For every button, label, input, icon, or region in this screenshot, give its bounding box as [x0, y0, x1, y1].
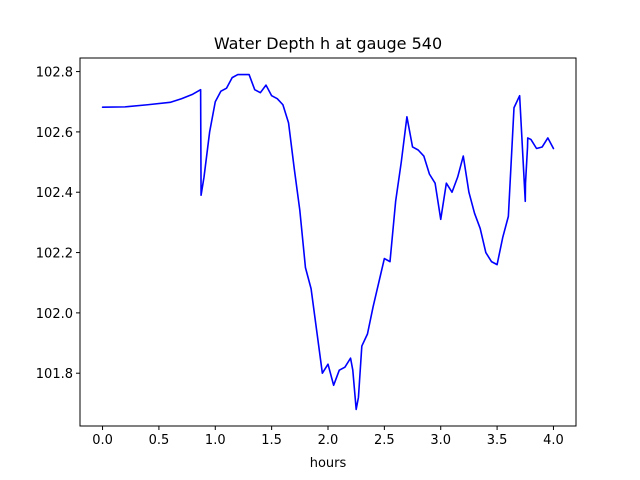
y-tick-label: 102.4 [36, 186, 73, 201]
x-tick-label: 2.0 [318, 433, 339, 448]
x-tick-label: 0.5 [149, 433, 170, 448]
series-layer [101, 73, 555, 411]
y-tick-label: 102.0 [36, 307, 73, 322]
y-tick-label: 102.8 [36, 66, 73, 81]
y-tick-label: 102.6 [36, 126, 73, 141]
x-tick-label: 4.0 [543, 433, 564, 448]
x-axis-label: hours [310, 456, 347, 471]
x-tick-label: 1.0 [205, 433, 226, 448]
x-tick-label: 3.5 [487, 433, 508, 448]
x-tick-label: 3.0 [430, 433, 451, 448]
axes-layer: 0.0 0.5 1.0 1.5 2.0 2.5 3.0 3.5 4.0 101.8 102.0 102… [36, 66, 564, 448]
x-tick-label: 2.5 [374, 433, 395, 448]
y-tick-label: 102.2 [36, 247, 73, 262]
series-line-0 [101, 73, 555, 411]
chart-title: Water Depth h at gauge 540 [214, 34, 442, 53]
x-tick-label: 0.0 [92, 433, 113, 448]
y-tick-label: 101.8 [36, 367, 73, 382]
plot-area-frame [79, 57, 577, 427]
x-tick-label: 1.5 [261, 433, 282, 448]
